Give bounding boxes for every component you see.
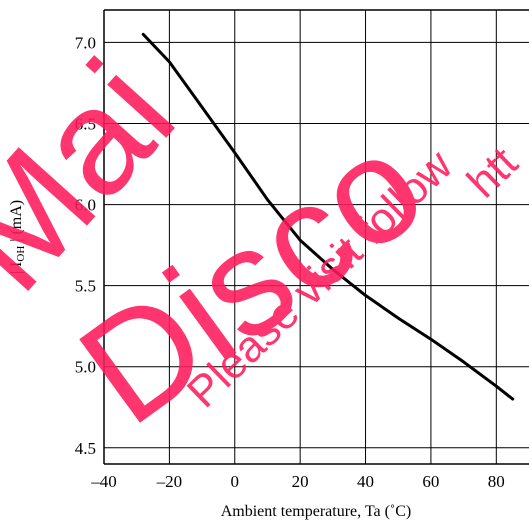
x-tick-label: 0 <box>231 472 240 491</box>
y-axis-label: | IOH | (mA) <box>8 200 27 274</box>
series-line-1 <box>141 32 515 401</box>
watermark: Mai Disco Please visit follow htt <box>0 29 527 456</box>
x-axis-label: Ambient temperature, Ta (˚C) <box>221 503 412 520</box>
plot-frame <box>103 9 529 465</box>
y-tick-label: 5.5 <box>75 277 96 296</box>
x-tick-label: –40 <box>90 472 117 491</box>
y-tick-label: 6.5 <box>75 115 96 134</box>
y-axis-label-pre: | I <box>8 262 25 275</box>
x-tick-label: –20 <box>156 472 183 491</box>
x-tick-label: 40 <box>357 472 374 491</box>
y-axis-label-sub: OH <box>15 246 27 262</box>
series-group <box>141 32 515 401</box>
y-tick-labels: 4.5 5.0 5.5 6.0 6.5 7.0 <box>75 33 96 457</box>
x-tick-label: 80 <box>488 472 505 491</box>
y-tick-label: 5.0 <box>75 358 96 377</box>
y-axis-label-post: | (mA) <box>8 200 25 246</box>
x-tick-label: 60 <box>422 472 439 491</box>
grid-lines <box>104 10 529 464</box>
x-tick-label: 20 <box>292 472 309 491</box>
x-tick-labels: –40 –20 0 20 40 60 80 <box>90 472 505 491</box>
watermark-text-4: htt <box>458 138 527 207</box>
y-tick-label: 6.0 <box>75 196 96 215</box>
y-tick-label: 7.0 <box>75 33 96 52</box>
y-tick-label: 4.5 <box>75 439 96 458</box>
